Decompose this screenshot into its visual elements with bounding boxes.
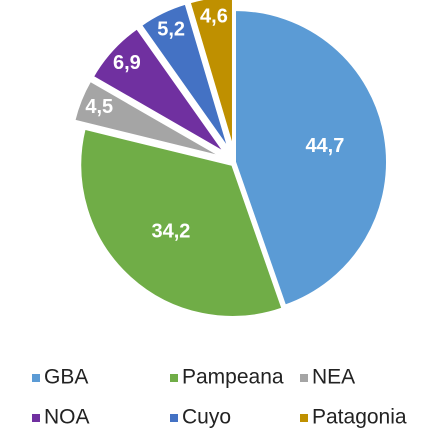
legend-label: Cuyo xyxy=(182,406,231,429)
legend-marker xyxy=(32,374,40,382)
legend-label: NOA xyxy=(44,406,90,429)
pie-slice xyxy=(79,127,284,318)
pie-slice xyxy=(234,8,388,307)
legend-label: NEA xyxy=(312,366,355,389)
data-label: 34,2 xyxy=(152,221,191,243)
data-label: 5,2 xyxy=(157,19,185,41)
legend-marker xyxy=(170,414,178,422)
legend-label: Pampeana xyxy=(182,366,284,389)
legend-marker xyxy=(300,374,308,382)
data-label: 6,9 xyxy=(113,52,141,74)
data-label: 4,6 xyxy=(200,6,228,28)
legend-label: Patagonia xyxy=(312,406,407,429)
data-label: 4,5 xyxy=(85,96,113,118)
legend-marker xyxy=(32,414,40,422)
pie-slice xyxy=(139,2,230,150)
legend-label: GBA xyxy=(44,366,88,389)
legend-marker xyxy=(170,374,178,382)
pie-slice xyxy=(91,27,226,154)
pie-slice xyxy=(188,0,234,149)
pie-slice xyxy=(73,79,223,158)
legend-marker xyxy=(300,414,308,422)
data-label: 44,7 xyxy=(305,135,344,157)
